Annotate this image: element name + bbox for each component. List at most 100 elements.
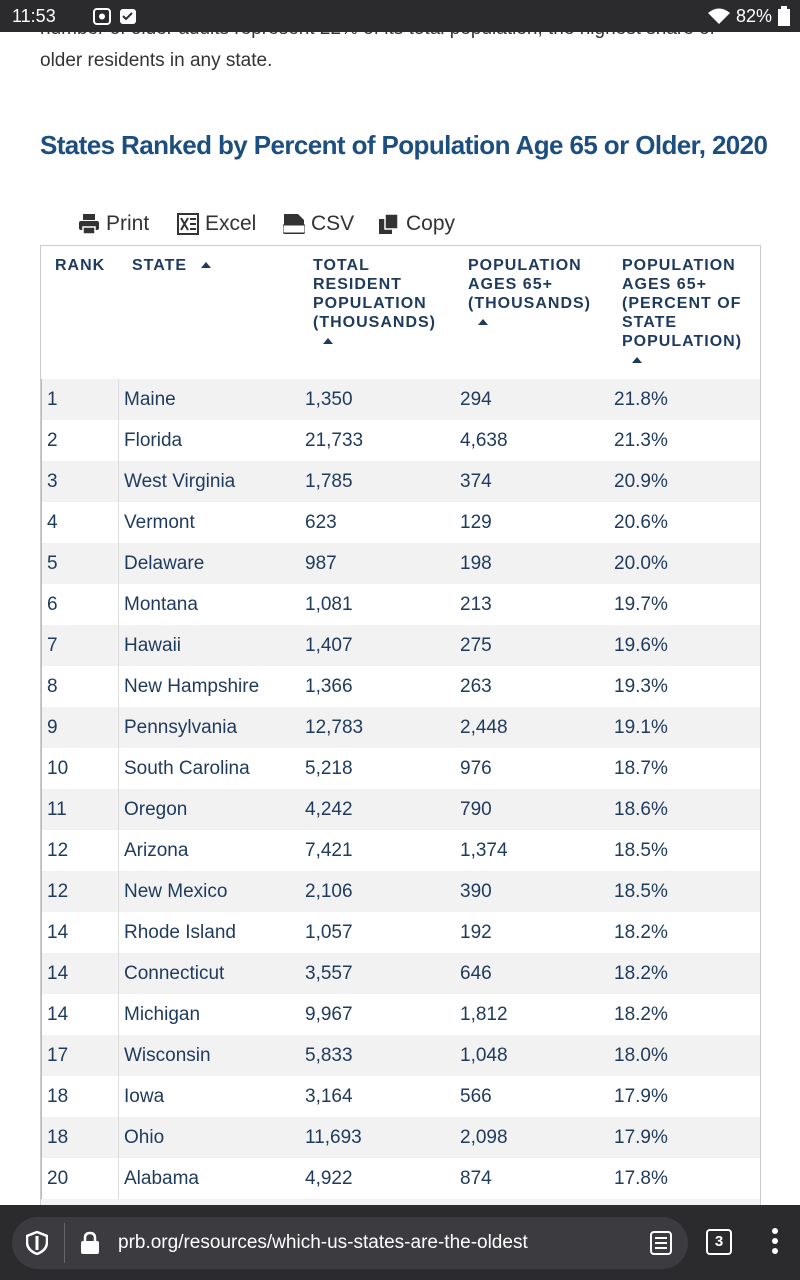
table-row: 17 Wisconsin 5,833 1,048 18.0% [41, 1035, 760, 1076]
table-cell: 7,421 [305, 840, 353, 861]
table-cell: Michigan [124, 1004, 201, 1025]
row-border [118, 707, 119, 748]
table-row: 18 Iowa 3,164 566 17.9% [41, 1076, 760, 1117]
battery-text: 82% [736, 6, 773, 26]
table-cell: 20.6% [614, 512, 668, 533]
row-border [118, 830, 119, 871]
table-cell: 18.0% [614, 1045, 668, 1066]
table-cell: 19.7% [614, 594, 668, 615]
table-cell: 7 [47, 635, 58, 656]
table-row [41, 1199, 760, 1206]
table-cell: 566 [460, 1086, 492, 1107]
table-cell: 14 [47, 963, 69, 984]
table-cell: 1,350 [305, 389, 353, 410]
table-row: 10 South Carolina 5,218 976 18.7% [41, 748, 760, 789]
table-cell: 21,733 [305, 430, 364, 451]
table-cell: 1,057 [305, 922, 353, 943]
row-border [118, 1117, 119, 1158]
table-cell: 19.3% [614, 676, 668, 697]
row-border [41, 748, 42, 789]
table-cell: 18.6% [614, 799, 668, 820]
excel-button[interactable]: Excel [177, 212, 256, 236]
table-cell: 18 [47, 1086, 69, 1107]
table-cell: 129 [460, 512, 492, 533]
table-cell: 18.5% [614, 881, 668, 902]
table-cell: 9,967 [305, 1004, 353, 1025]
table-cell: 213 [460, 594, 492, 615]
table-cell: 10 [47, 758, 69, 779]
table-cell: 18.2% [614, 1004, 668, 1025]
table-row: 12 Arizona 7,421 1,374 18.5% [41, 830, 760, 871]
copy-button[interactable]: Copy [378, 212, 455, 236]
row-border [41, 625, 42, 666]
table-row: 5 Delaware 987 198 20.0% [41, 543, 760, 584]
table-cell: 8 [47, 676, 58, 697]
table-cell: 11 [47, 799, 67, 820]
table-cell: New Hampshire [124, 676, 260, 697]
csv-button[interactable]: CSV [283, 212, 354, 236]
row-border [118, 748, 119, 789]
table-cell: 19.6% [614, 635, 668, 656]
print-button[interactable]: Print [78, 212, 149, 236]
table-cell: 21.3% [614, 430, 668, 451]
table-cell: 5,218 [305, 758, 353, 779]
table-cell: 1,081 [305, 594, 353, 615]
table-cell: 18 [47, 1127, 69, 1148]
table-cell: 6 [47, 594, 58, 615]
table-cell: 1,366 [305, 676, 353, 697]
table-cell: 21.8% [614, 389, 668, 410]
row-border [118, 912, 119, 953]
header-label: TOTAL RESIDENT POPULATION (THOUSANDS) [313, 257, 436, 331]
table-cell: Ohio [124, 1127, 165, 1148]
button-label: Excel [205, 212, 257, 235]
table-cell: 198 [460, 553, 492, 574]
row-border [41, 789, 42, 830]
button-label: Print [106, 212, 150, 235]
table-row: 6 Montana 1,081 213 19.7% [41, 584, 760, 625]
table-cell: 4,638 [460, 430, 508, 451]
table-cell: 1,374 [460, 840, 508, 861]
column-header[interactable]: POPULATION AGES 65+ (PERCENT OF STATE PO… [622, 256, 760, 363]
row-border [118, 420, 119, 461]
column-header[interactable]: POPULATION AGES 65+ (THOUSANDS) [468, 256, 603, 325]
row-border [118, 502, 119, 543]
table-cell: 14 [47, 922, 69, 943]
table-cell: 20.9% [614, 471, 668, 492]
row-border [41, 912, 42, 953]
table-cell: 17.9% [614, 1127, 668, 1148]
table-cell: 20 [47, 1168, 69, 1189]
divider [64, 1223, 65, 1263]
button-label: Copy [406, 212, 456, 235]
row-border [118, 1158, 119, 1199]
table-row: 3 West Virginia 1,785 374 20.9% [41, 461, 760, 502]
row-border [118, 625, 119, 666]
csv-icon [283, 214, 305, 234]
table-row: 11 Oregon 4,242 790 18.6% [41, 789, 760, 830]
column-header[interactable]: RANK [55, 256, 115, 275]
menu-button[interactable] [770, 1227, 780, 1257]
table-cell: 192 [460, 922, 492, 943]
column-header[interactable]: STATE [132, 256, 282, 275]
table-row: 14 Rhode Island 1,057 192 18.2% [41, 912, 760, 953]
table-cell: 1,048 [460, 1045, 508, 1066]
lock-icon [81, 1231, 99, 1254]
table-row: 8 New Hampshire 1,366 263 19.3% [41, 666, 760, 707]
table-cell: 5,833 [305, 1045, 353, 1066]
table-cell: Wisconsin [124, 1045, 211, 1066]
table-cell: 790 [460, 799, 492, 820]
sort-arrow [632, 357, 642, 363]
row-border [41, 666, 42, 707]
table-cell: 275 [460, 635, 492, 656]
column-header[interactable]: TOTAL RESIDENT POPULATION (THOUSANDS) [313, 256, 443, 344]
sort-arrow [478, 319, 488, 325]
intro-text: older residents in any state. [40, 50, 273, 71]
table-cell: West Virginia [124, 471, 236, 492]
status-bar: 11:53 82% [0, 0, 800, 32]
row-border [41, 871, 42, 912]
row-border [41, 994, 42, 1035]
row-border [118, 584, 119, 625]
table-cell: 4,922 [305, 1168, 353, 1189]
url-bar[interactable]: prb.org/resources/which-us-states-are-th… [12, 1217, 688, 1269]
data-table: RANK STATE TOTAL RESIDENT POPULATION (THOU… [40, 245, 761, 1206]
tab-count[interactable]: 3 [706, 1229, 732, 1255]
